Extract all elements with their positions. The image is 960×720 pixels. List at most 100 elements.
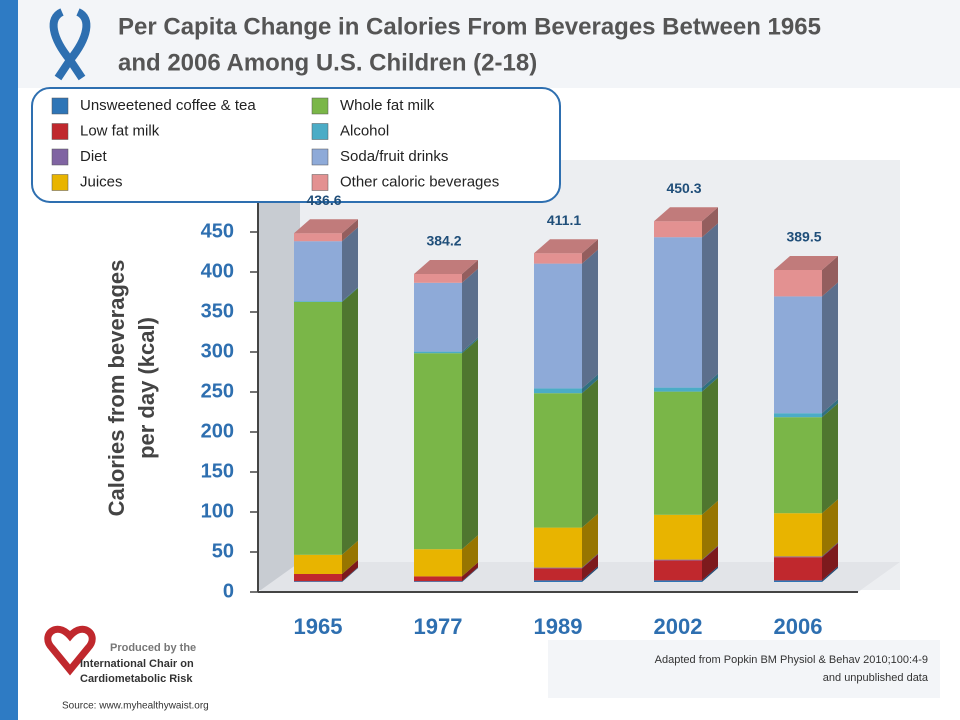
bar-segment-side [702,207,718,238]
y-tick-label: 350 [201,300,234,322]
bar-segment [534,568,582,581]
bar-segment [654,221,702,238]
citation: and unpublished data [823,672,929,684]
bar-segment [774,413,822,418]
bar-segment-side [462,567,478,582]
bar-segment-side [342,540,358,574]
side-stripe [0,0,18,720]
y-tick-label: 50 [212,540,234,562]
bar-segment [774,556,822,558]
bar-top [414,260,478,274]
bar-segment [654,514,702,560]
bar-segment [294,581,342,582]
bar-segment [414,274,462,283]
bar-segment-side [822,256,838,297]
legend-label: Unsweetened coffee & tea [80,97,256,114]
bar-segment-side [582,379,598,528]
bar-segment [294,302,342,555]
bar-segment [294,301,342,302]
bar-segment-side [822,499,838,557]
bar-segment [654,387,702,392]
legend-swatch [311,148,329,166]
legend-box [31,87,561,203]
legend-swatch [51,97,69,115]
bar-segment-side [822,282,838,414]
bar-top [774,256,838,270]
legend-swatch [311,174,329,191]
chart-title: and 2006 Among U.S. Children (2-18) [118,49,537,76]
x-tick-label: 1989 [534,614,583,639]
bar-segment-side [822,403,838,514]
legend-label: Soda/fruit drinks [340,148,448,165]
total-label: 411.1 [547,212,581,228]
bar-segment [294,574,342,582]
bar-segment-side [582,249,598,389]
legend-swatch [311,97,329,115]
bar-segment-side [342,560,358,582]
bar-segment [414,353,462,550]
source: Source: www.myhealthywaist.org [62,701,209,712]
bar-segment-side [462,337,478,354]
legend-swatch [51,148,69,166]
bar-segment [654,559,702,561]
legend-label: Alcohol [340,122,389,139]
bar-segment-side [702,373,718,392]
bar-segment [654,237,702,388]
legend-swatch [51,174,69,191]
x-tick-label: 2006 [774,614,823,639]
bar-segment-side [582,239,598,264]
title-band [18,0,960,88]
legend-label: Other caloric beverages [340,173,499,190]
plot-wall [258,160,300,590]
bar-segment [774,270,822,297]
y-tick-label: 400 [201,260,234,282]
bar-segment [294,233,342,242]
bar-segment [534,527,582,568]
bar-segment-side [822,566,838,582]
bar-segment [414,576,462,582]
legend-label: Diet [80,148,108,165]
legend-swatch [311,123,329,140]
x-tick-label: 1977 [414,614,463,639]
chart-title: Per Capita Change in Calories From Bever… [118,13,821,40]
producer: Cardiometabolic Risk [80,673,193,685]
citation: Adapted from Popkin BM Physiol & Behav 2… [655,654,928,666]
bar-segment-side [702,566,718,582]
bar-segment-side [582,513,598,568]
bar-segment-side [702,546,718,581]
y-tick-label: 0 [223,580,234,602]
citation-box [548,640,940,698]
total-label: 384.2 [426,233,461,249]
bar-segment [414,351,462,354]
bar-segment-side [462,562,478,582]
bar-segment [774,296,822,414]
legend-label: Low fat milk [80,122,160,139]
y-axis-label: per day (kcal) [134,317,159,459]
bar-segment-side [462,535,478,577]
bar-top [534,239,598,254]
bar-segment [534,263,582,389]
bar-segment-side [822,399,838,418]
bar-segment-side [822,542,838,558]
producer: Produced by the [110,642,196,654]
y-tick-label: 250 [201,380,234,402]
bar-segment-side [702,545,718,561]
bar-segment-side [462,268,478,352]
bar-segment-side [342,227,358,302]
bar-segment-side [582,554,598,581]
bar-segment-side [702,500,718,560]
bar-segment [654,580,702,582]
bar-segment-side [822,543,838,581]
bar-segment [654,560,702,581]
bar-segment [774,417,822,514]
bar-segment [534,393,582,528]
bar-segment [654,391,702,515]
bar-segment-side [702,377,718,515]
y-axis-label: Calories from beverages [104,260,129,517]
ribbon-icon [49,8,91,81]
bar-segment [774,557,822,581]
legend-label: Juices [80,173,123,190]
bar-segment [774,580,822,582]
bar-top [294,219,358,234]
